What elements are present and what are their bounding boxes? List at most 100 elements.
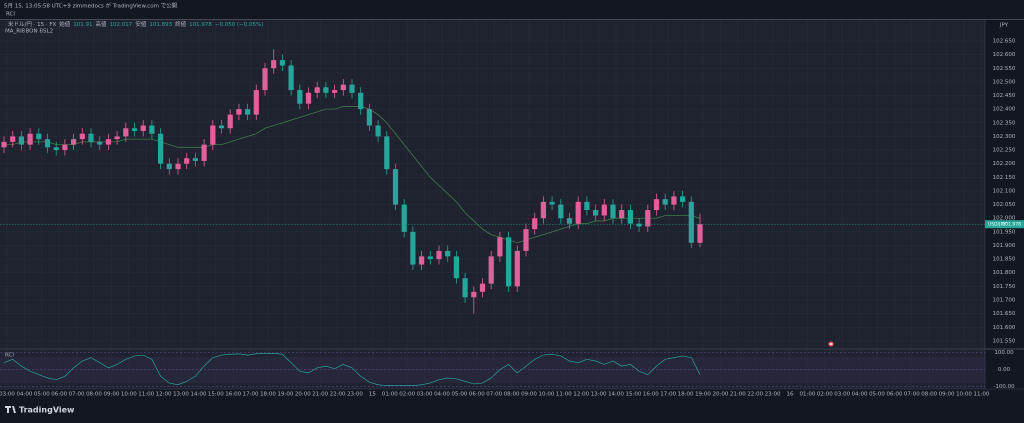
candle-body	[662, 199, 668, 205]
candle-body	[175, 163, 181, 170]
x-tick-label: 04:00	[434, 392, 450, 398]
ma-line	[4, 106, 701, 244]
candle-body	[619, 210, 625, 219]
candle-body	[366, 109, 372, 126]
x-tick-label: 09:00	[939, 392, 955, 398]
y-tick-label: 101.950	[993, 229, 1016, 235]
price-tag	[985, 220, 1024, 229]
x-tick-label: 06:00	[469, 392, 485, 398]
candle-body	[593, 210, 599, 216]
y-tick-label: 102.300	[993, 134, 1016, 140]
candle-body	[201, 144, 207, 161]
candle-body	[210, 125, 216, 145]
x-tick-label: 12:00	[573, 392, 589, 398]
candle-body	[288, 65, 294, 91]
candle-body	[645, 210, 651, 227]
candle-body	[314, 87, 320, 93]
x-tick-label: 17:00	[660, 392, 676, 398]
candle-body	[358, 92, 364, 110]
x-tick-label: 13:00	[173, 392, 189, 398]
candle-body	[688, 201, 694, 243]
candle-body	[349, 84, 355, 93]
grid	[0, 20, 985, 389]
candle-body	[601, 204, 607, 216]
candle-body	[53, 147, 59, 151]
candle-body	[166, 163, 172, 170]
candle-body	[1, 141, 7, 148]
candle-body	[18, 136, 24, 145]
candle-body	[445, 250, 451, 257]
x-tick-label: 15	[369, 392, 376, 398]
x-tick-label: 11:00	[138, 392, 154, 398]
x-tick-label: 19:00	[277, 392, 293, 398]
x-tick-label: 07:00	[904, 392, 920, 398]
x-tick-label: 10:00	[956, 392, 972, 398]
x-tick-label: 03:00	[0, 392, 15, 398]
candle-body	[610, 204, 616, 219]
event-flag	[828, 341, 834, 347]
candle-body	[523, 229, 529, 251]
x-tick-label: 12:00	[156, 392, 172, 398]
candle-body	[340, 84, 346, 91]
price-tag-symbol: USD/JPY	[988, 222, 1006, 228]
header: 5月 15, 13:05:58 UTC+9 zimmedocs が Tradin…	[4, 2, 178, 10]
candle-body	[71, 139, 77, 145]
candle-body	[514, 250, 520, 287]
x-tick-label: 09:00	[103, 392, 119, 398]
candle-body	[471, 291, 477, 298]
x-tick-label: 17:00	[243, 392, 259, 398]
candle-body	[140, 125, 146, 131]
y-tick-label: 101.550	[993, 338, 1016, 344]
x-tick-label: 11:00	[973, 392, 989, 398]
legend-symbol: 米ドル/円 · 15 · FX	[8, 20, 57, 28]
x-tick-label: 15:00	[625, 392, 641, 398]
candle-body	[419, 256, 425, 265]
x-tick-label: 22:00	[747, 392, 763, 398]
candle-body	[453, 256, 459, 279]
candle-body	[375, 125, 381, 137]
candle-body	[279, 60, 285, 66]
x-tick-label: 02:00	[399, 392, 415, 398]
x-tick-label: 22:00	[330, 392, 346, 398]
x-tick-label: 03:00	[417, 392, 433, 398]
candle-body	[540, 201, 546, 219]
candle-body	[149, 125, 155, 134]
x-tick-label: 16	[787, 392, 794, 398]
x-tick-label: 09:00	[521, 392, 537, 398]
x-tick-label: 04:00	[852, 392, 868, 398]
candle-body	[105, 139, 111, 145]
main-pane	[0, 20, 985, 348]
candle-body	[158, 133, 164, 164]
toolbar: RCI	[6, 12, 15, 18]
y-tick-label: 102.400	[993, 107, 1016, 113]
y-tick-label: 102.450	[993, 93, 1016, 99]
rci-legend: RCI	[5, 353, 14, 359]
rci-line	[3, 353, 701, 386]
candle-body	[384, 136, 390, 170]
candle-body	[427, 256, 433, 260]
candle-body	[27, 133, 33, 145]
candle-body	[332, 90, 338, 93]
candle-body	[218, 125, 225, 129]
x-tick-label: 08:00	[504, 392, 520, 398]
x-tick-label: 01:00	[382, 392, 398, 398]
candle-body	[506, 237, 512, 287]
y-tick-label: 101.900	[993, 243, 1016, 249]
x-tick-label: 05:00	[34, 392, 50, 398]
y-tick-label: 102.200	[993, 161, 1016, 167]
candle-body	[575, 201, 581, 224]
candle-body	[44, 139, 51, 148]
legend-value: 102.017	[110, 22, 133, 28]
candle-body	[36, 133, 42, 140]
x-tick-label: 15:00	[208, 392, 224, 398]
candle-body	[262, 68, 268, 91]
candle-body	[680, 196, 686, 202]
x-tick-label: 23:00	[765, 392, 781, 398]
legend-label: 安値	[135, 20, 147, 28]
legend-value: 101.978	[189, 22, 212, 28]
y-tick-label: 101.650	[993, 311, 1016, 317]
currency: JPY	[999, 23, 1009, 29]
candle-body	[436, 250, 442, 260]
x-tick-label: 07:00	[69, 392, 85, 398]
